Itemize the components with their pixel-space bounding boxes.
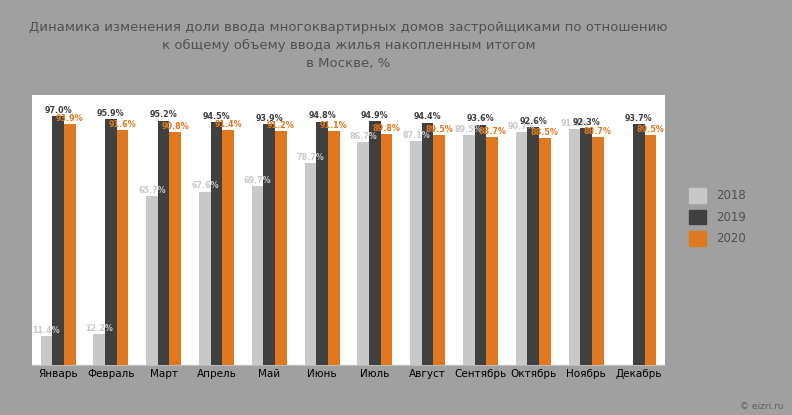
Bar — [158, 121, 169, 365]
Text: 89.8%: 89.8% — [372, 124, 401, 133]
Bar — [223, 130, 234, 365]
Bar — [569, 129, 581, 365]
Text: 11.4%: 11.4% — [32, 326, 60, 334]
Text: 92.6%: 92.6% — [520, 117, 547, 126]
Bar — [433, 135, 445, 365]
Text: 90.7%: 90.7% — [508, 122, 535, 131]
Bar — [199, 192, 211, 365]
Text: 95.9%: 95.9% — [97, 109, 124, 117]
Bar — [116, 130, 128, 365]
Bar — [147, 196, 158, 365]
Bar — [463, 135, 474, 365]
Text: 93.7%: 93.7% — [625, 114, 653, 123]
Text: 94.5%: 94.5% — [203, 112, 230, 121]
Bar — [93, 334, 105, 365]
Bar — [211, 122, 223, 365]
Bar — [275, 131, 287, 365]
Bar — [40, 336, 52, 365]
Text: 91.4%: 91.4% — [215, 120, 242, 129]
Text: 94.9%: 94.9% — [361, 111, 389, 120]
Text: 94.8%: 94.8% — [308, 111, 336, 120]
Bar — [516, 132, 527, 365]
Text: Динамика изменения доли ввода многоквартирных домов застройщиками по отношению
к: Динамика изменения доли ввода многокварт… — [29, 21, 668, 70]
Text: 93.6%: 93.6% — [466, 115, 494, 123]
Text: 69.7%: 69.7% — [244, 176, 272, 185]
Text: 93.9%: 93.9% — [256, 114, 283, 123]
Text: 89.5%: 89.5% — [637, 125, 664, 134]
Bar — [369, 122, 381, 365]
Bar — [486, 137, 498, 365]
Bar — [105, 119, 116, 365]
Text: 91.1%: 91.1% — [320, 121, 348, 130]
Text: 78.7%: 78.7% — [296, 153, 325, 162]
Bar — [592, 137, 604, 365]
Text: 88.7%: 88.7% — [584, 127, 611, 136]
Bar — [64, 124, 75, 365]
Text: 86.7%: 86.7% — [349, 132, 377, 141]
Bar — [357, 142, 369, 365]
Text: 95.2%: 95.2% — [150, 110, 177, 120]
Text: 87.1%: 87.1% — [402, 131, 430, 140]
Bar — [633, 124, 645, 365]
Text: 88.5%: 88.5% — [531, 127, 559, 137]
Text: 12.2%: 12.2% — [86, 324, 113, 332]
Text: 93.9%: 93.9% — [56, 114, 83, 123]
Text: 89.5%: 89.5% — [425, 125, 453, 134]
Text: 97.0%: 97.0% — [44, 106, 72, 115]
Bar — [328, 131, 340, 365]
Text: 94.4%: 94.4% — [414, 112, 441, 122]
Bar — [527, 127, 539, 365]
Text: 91.6%: 91.6% — [109, 120, 136, 129]
Text: 91.2%: 91.2% — [267, 121, 295, 129]
Legend: 2018, 2019, 2020: 2018, 2019, 2020 — [683, 183, 750, 250]
Bar — [422, 123, 433, 365]
Bar — [305, 163, 316, 365]
Text: 90.8%: 90.8% — [162, 122, 189, 131]
Bar — [52, 116, 64, 365]
Bar — [539, 138, 550, 365]
Bar — [474, 125, 486, 365]
Text: 89.5%: 89.5% — [455, 125, 483, 134]
Text: 88.7%: 88.7% — [478, 127, 506, 136]
Bar — [169, 132, 181, 365]
Bar — [410, 142, 422, 365]
Bar — [316, 122, 328, 365]
Text: 65.7%: 65.7% — [139, 186, 166, 195]
Bar — [581, 128, 592, 365]
Bar — [645, 135, 657, 365]
Text: 91.8%: 91.8% — [561, 119, 588, 128]
Text: 67.6%: 67.6% — [191, 181, 219, 190]
Bar — [381, 134, 392, 365]
Text: © eizri.ru: © eizri.ru — [741, 402, 784, 411]
Text: 92.3%: 92.3% — [572, 118, 600, 127]
Bar — [264, 124, 275, 365]
Bar — [252, 186, 264, 365]
